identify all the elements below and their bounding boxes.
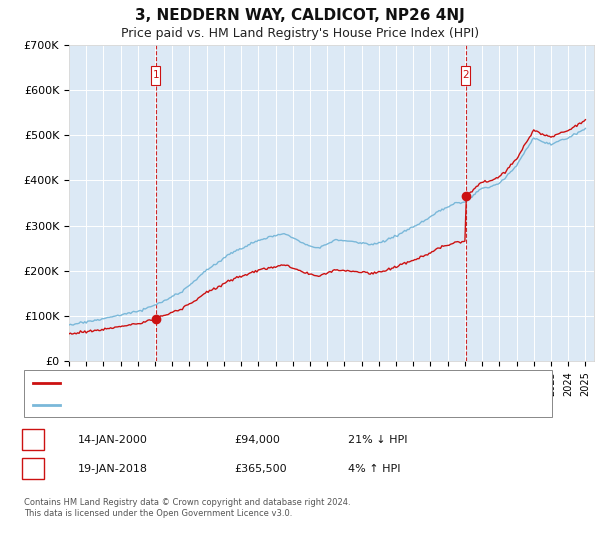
Text: £365,500: £365,500: [234, 464, 287, 474]
Text: 19-JAN-2018: 19-JAN-2018: [78, 464, 148, 474]
Text: Contains HM Land Registry data © Crown copyright and database right 2024.
This d: Contains HM Land Registry data © Crown c…: [24, 498, 350, 518]
Bar: [461, 66, 470, 85]
Text: 1: 1: [29, 435, 37, 445]
Text: 4% ↑ HPI: 4% ↑ HPI: [348, 464, 401, 474]
Text: 21% ↓ HPI: 21% ↓ HPI: [348, 435, 407, 445]
Text: HPI: Average price, detached house, Monmouthshire: HPI: Average price, detached house, Monm…: [65, 400, 339, 410]
Text: 2: 2: [463, 70, 469, 80]
Text: 1: 1: [152, 70, 159, 80]
Text: 14-JAN-2000: 14-JAN-2000: [78, 435, 148, 445]
Text: 3, NEDDERN WAY, CALDICOT, NP26 4NJ: 3, NEDDERN WAY, CALDICOT, NP26 4NJ: [135, 8, 465, 24]
Text: £94,000: £94,000: [234, 435, 280, 445]
Bar: [151, 66, 160, 85]
Text: 3, NEDDERN WAY, CALDICOT, NP26 4NJ (detached house): 3, NEDDERN WAY, CALDICOT, NP26 4NJ (deta…: [65, 378, 364, 388]
Text: Price paid vs. HM Land Registry's House Price Index (HPI): Price paid vs. HM Land Registry's House …: [121, 27, 479, 40]
Text: 2: 2: [29, 464, 37, 474]
